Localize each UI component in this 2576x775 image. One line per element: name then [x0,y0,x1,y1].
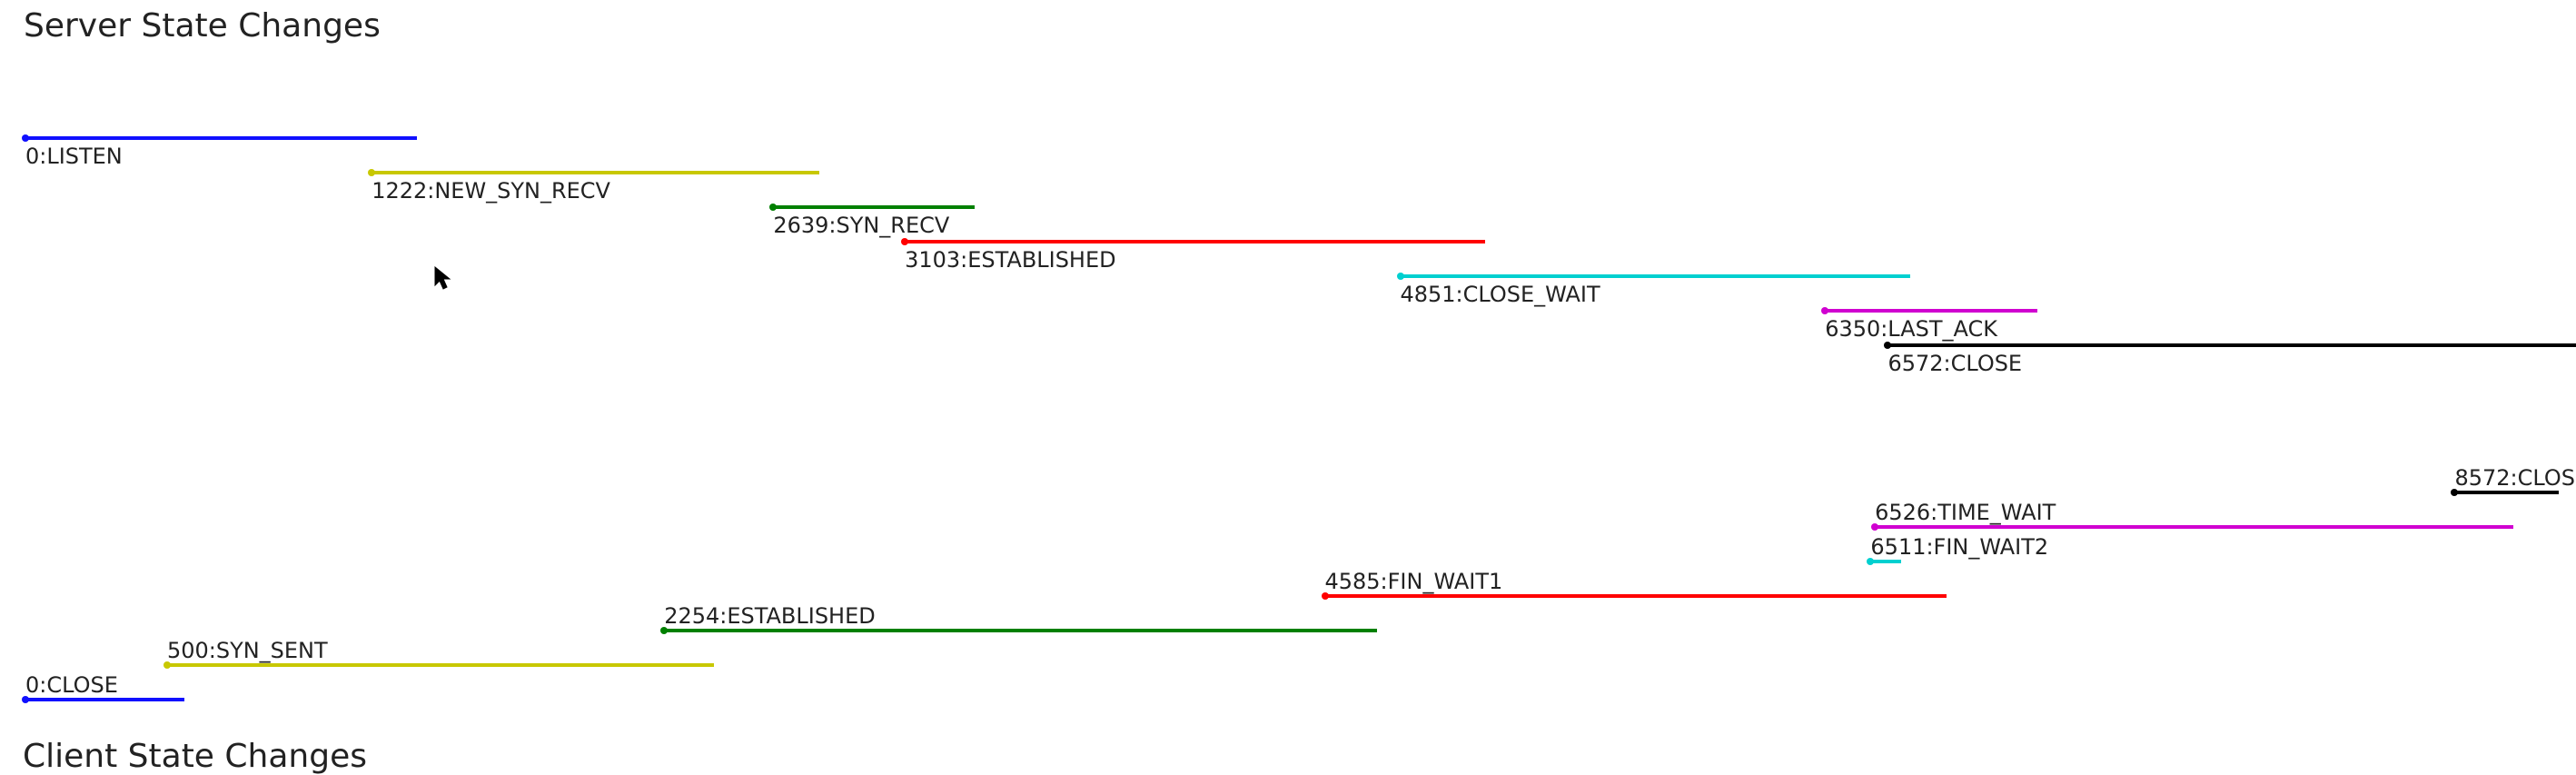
server-segment-label: 2639:SYN_RECV [773,213,949,238]
server-segment [1887,343,2576,347]
server-segment-label: 1222:NEW_SYN_RECV [372,178,610,204]
server-segment-label: 6572:CLOSE [1887,351,2022,376]
server-segment-start-dot [368,169,375,176]
client-segment [664,629,1377,632]
server-segment-start-dot [901,238,908,245]
client-segment-label: 4585:FIN_WAIT1 [1325,569,1503,594]
server-segment [905,240,1485,243]
client-segment-label: 0:CLOSE [25,672,118,698]
server-segment [1401,274,1910,278]
server-segment-start-dot [1884,342,1891,349]
server-segment-start-dot [1821,307,1828,314]
server-segment-label: 4851:CLOSE_WAIT [1401,282,1600,307]
client-segment-label: 6526:TIME_WAIT [1875,500,2056,525]
server-segment-label: 3103:ESTABLISHED [905,247,1115,273]
client-segment-label: 6511:FIN_WAIT2 [1870,534,2048,560]
client-segment [1875,525,2513,529]
server-heading: Server State Changes [24,7,381,45]
server-segment [1825,309,2037,313]
client-segment [1325,594,1947,598]
server-segment [773,205,975,209]
client-segment-label: 8572:CLOSE [2454,465,2576,491]
client-segment [167,663,714,667]
server-segment-start-dot [769,204,777,211]
client-segment [2454,491,2559,494]
server-segment-start-dot [22,134,29,142]
server-segment [372,171,818,174]
client-segment [1870,560,1901,563]
server-segment-label: 6350:LAST_ACK [1825,316,1997,342]
mouse-cursor-icon [434,266,452,292]
client-heading: Client State Changes [23,738,367,775]
client-segment-label: 500:SYN_SENT [167,638,328,663]
client-segment [25,698,184,701]
state-timeline-root: Server State Changes Client State Change… [0,0,2576,772]
server-segment-label: 0:LISTEN [25,144,123,169]
server-segment [25,136,417,140]
client-segment-label: 2254:ESTABLISHED [664,603,875,629]
server-segment-start-dot [1397,273,1404,280]
